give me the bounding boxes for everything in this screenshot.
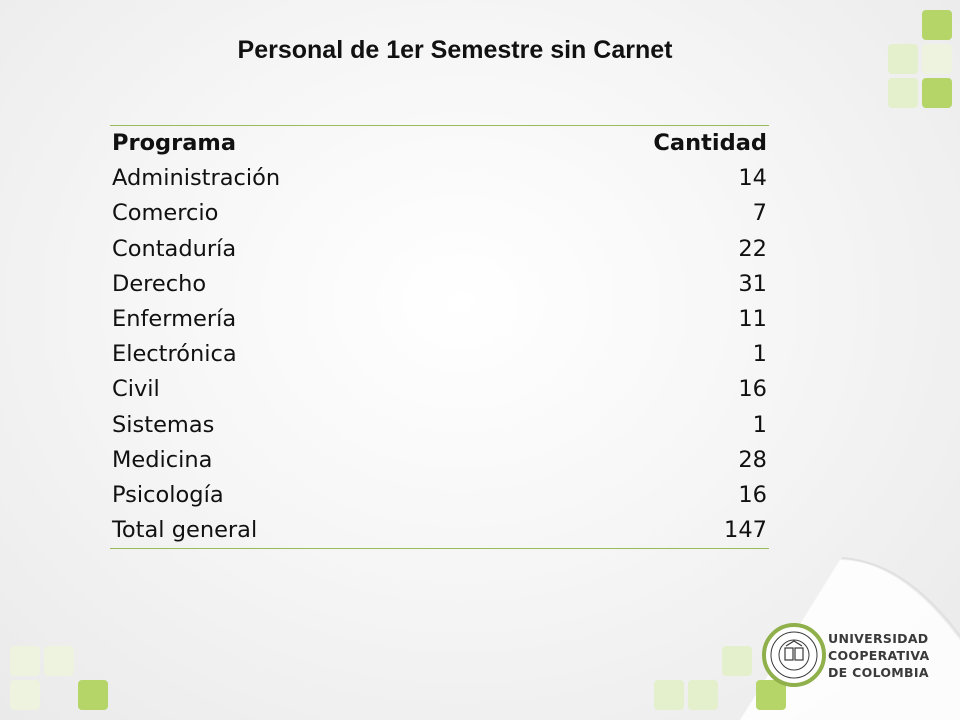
table-row: Medicina 28 bbox=[110, 443, 769, 478]
cell-cantidad: 11 bbox=[738, 306, 767, 333]
cell-programa: Derecho bbox=[112, 270, 207, 297]
table-row: Psicología 16 bbox=[110, 478, 769, 513]
deco-square bbox=[922, 78, 952, 108]
deco-square bbox=[688, 680, 718, 710]
programs-table: Programa Cantidad Administración 14 Come… bbox=[110, 125, 769, 550]
cell-cantidad: 7 bbox=[752, 200, 767, 227]
cell-cantidad: 16 bbox=[738, 376, 767, 403]
deco-square bbox=[722, 646, 752, 676]
cell-cantidad: 31 bbox=[738, 270, 767, 297]
deco-square bbox=[922, 10, 952, 40]
slide-title: Personal de 1er Semestre sin Carnet bbox=[237, 36, 673, 64]
university-name-line: UNIVERSIDAD bbox=[828, 631, 929, 646]
table-row: Derecho 31 bbox=[110, 267, 769, 302]
header-programa: Programa bbox=[112, 130, 237, 157]
cell-cantidad: 14 bbox=[738, 165, 767, 192]
header-cantidad: Cantidad bbox=[653, 130, 767, 157]
cell-programa: Sistemas bbox=[112, 411, 215, 438]
deco-square bbox=[888, 78, 918, 108]
table-row: Electrónica 1 bbox=[110, 337, 769, 372]
cell-total-value: 147 bbox=[724, 517, 767, 544]
deco-square bbox=[756, 680, 786, 710]
cell-programa: Electrónica bbox=[112, 341, 237, 368]
cell-programa: Administración bbox=[112, 165, 281, 192]
cell-programa: Enfermería bbox=[112, 306, 237, 333]
university-name-line: COOPERATIVA bbox=[828, 648, 930, 663]
deco-square bbox=[922, 44, 952, 74]
university-seal-icon bbox=[762, 623, 826, 687]
cell-cantidad: 28 bbox=[738, 446, 767, 473]
cell-cantidad: 1 bbox=[752, 411, 767, 438]
table-row: Enfermería 11 bbox=[110, 302, 769, 337]
table-row: Sistemas 1 bbox=[110, 408, 769, 443]
university-name: UNIVERSIDAD COOPERATIVA DE COLOMBIA bbox=[828, 630, 929, 681]
table-row: Administración 14 bbox=[110, 161, 769, 196]
deco-square bbox=[654, 680, 684, 710]
cell-programa: Comercio bbox=[112, 200, 219, 227]
deco-square bbox=[10, 680, 40, 710]
cell-cantidad: 1 bbox=[752, 341, 767, 368]
cell-programa: Civil bbox=[112, 376, 160, 403]
university-name-line: DE COLOMBIA bbox=[828, 665, 929, 680]
table-row: Comercio 7 bbox=[110, 196, 769, 231]
table-header-row: Programa Cantidad bbox=[110, 126, 769, 162]
cell-programa: Medicina bbox=[112, 446, 213, 473]
table-total-row: Total general 147 bbox=[110, 513, 769, 549]
deco-square bbox=[44, 646, 74, 676]
deco-square bbox=[888, 44, 918, 74]
cell-total-label: Total general bbox=[112, 517, 258, 544]
table-row: Contaduría 22 bbox=[110, 232, 769, 267]
deco-square bbox=[78, 680, 108, 710]
deco-square bbox=[10, 646, 40, 676]
cell-programa: Contaduría bbox=[112, 235, 237, 262]
cell-programa: Psicología bbox=[112, 481, 224, 508]
cell-cantidad: 16 bbox=[738, 481, 767, 508]
cell-cantidad: 22 bbox=[738, 235, 767, 262]
table-row: Civil 16 bbox=[110, 372, 769, 407]
